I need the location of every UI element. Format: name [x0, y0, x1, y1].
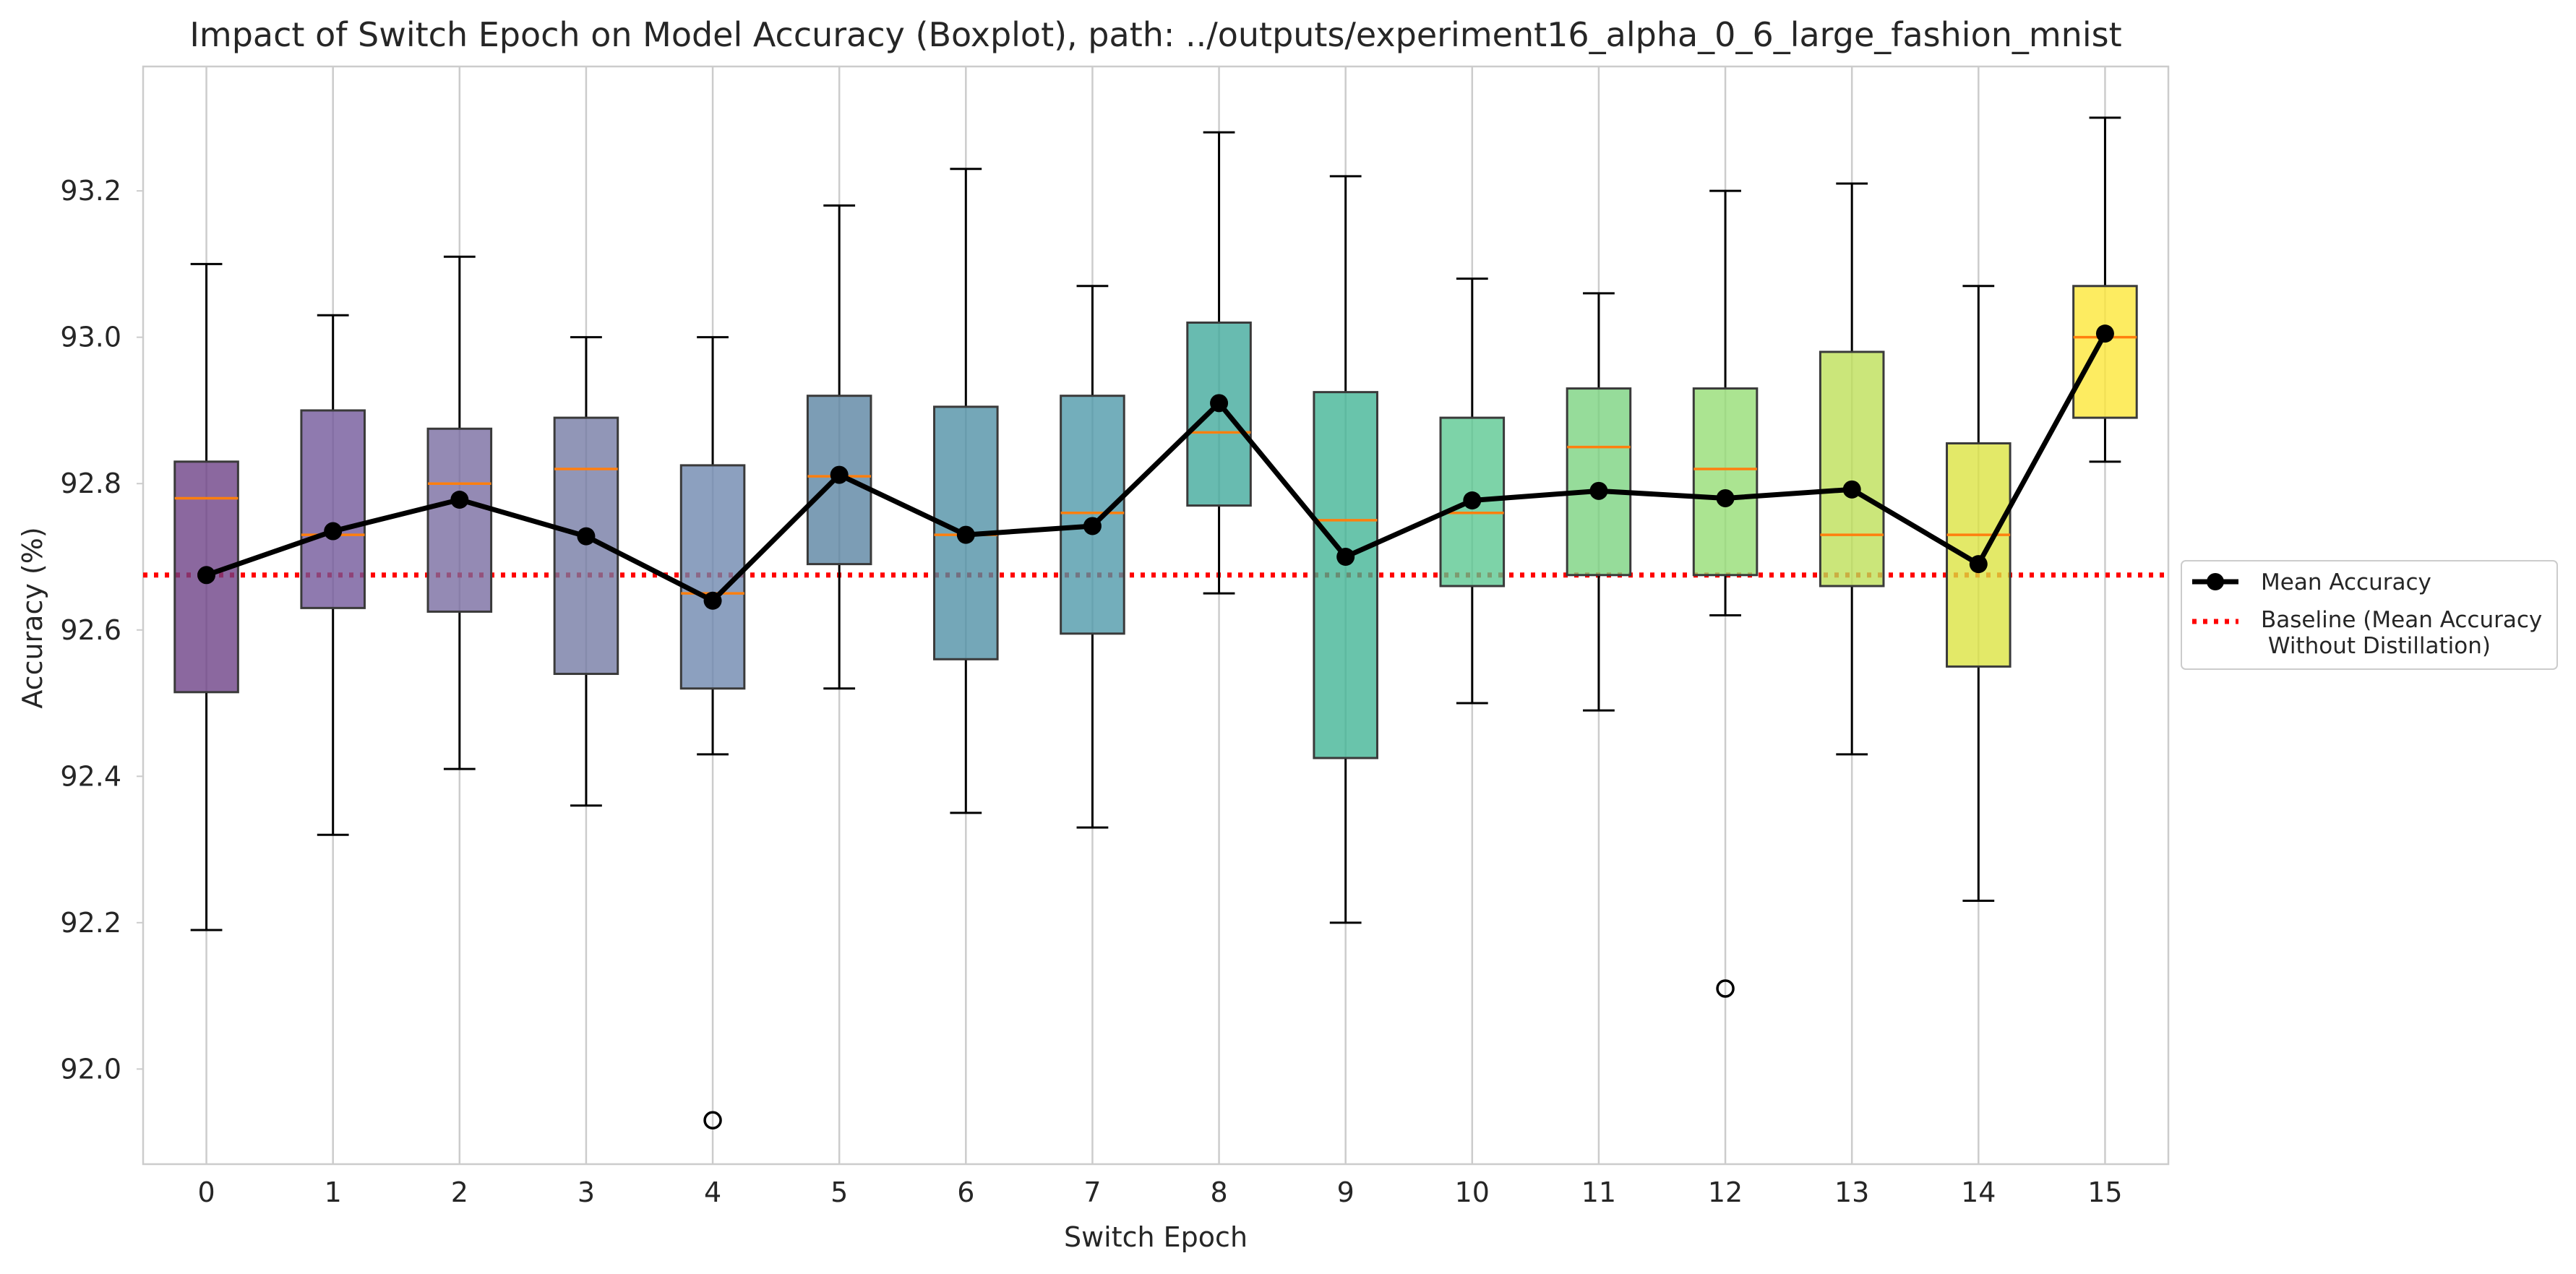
box-group: [1946, 285, 2012, 902]
x-tick-label: 12: [1708, 1176, 1743, 1208]
mean-accuracy-line: [205, 332, 2108, 603]
legend-frame: [2181, 560, 2558, 670]
box-group: [1566, 292, 1632, 712]
y-tick-label: 92.8: [60, 468, 121, 499]
mean-point: [956, 525, 975, 544]
x-tick-label: 2: [451, 1176, 468, 1208]
box: [1819, 350, 1885, 587]
mean-point: [1716, 488, 1735, 507]
box: [1186, 321, 1252, 507]
x-tick-label: 15: [2087, 1176, 2122, 1208]
box-group: [300, 314, 366, 836]
box: [2072, 285, 2138, 419]
tick-labels: 0 1 2 3 4 5 6 7 8 9 10 11 12 13 14 1592.092.292.492.692…: [60, 175, 2122, 1208]
mean-point: [1083, 517, 1102, 535]
box: [1692, 387, 1759, 577]
y-tick-label: 92.0: [60, 1053, 121, 1085]
y-tick-label: 93.0: [60, 322, 121, 353]
y-axis-label: Accuracy (%): [17, 527, 48, 708]
box-group: [1186, 131, 1252, 595]
mean-point: [324, 522, 343, 541]
y-tick-label: 92.4: [60, 760, 121, 792]
box-group: [1313, 175, 1378, 924]
x-tick-label: 0: [197, 1176, 215, 1208]
x-tick-label: 1: [325, 1176, 342, 1208]
x-tick-label: 7: [1083, 1176, 1101, 1208]
x-tick-label: 4: [704, 1176, 721, 1208]
mean-point: [450, 490, 469, 509]
box: [426, 427, 493, 613]
legend: Mean Accuracy Baseline (Mean Accuracy Wi…: [2181, 560, 2558, 670]
mean-point: [1336, 547, 1355, 566]
box: [1060, 395, 1125, 635]
box: [1566, 387, 1632, 577]
legend-label-mean: Mean Accuracy: [2261, 569, 2431, 595]
chart-title: Impact of Switch Epoch on Model Accuracy…: [189, 15, 2121, 54]
mean-point: [1463, 491, 1482, 510]
x-tick-label: 3: [578, 1176, 595, 1208]
box: [1313, 391, 1378, 759]
mean-point: [577, 527, 596, 546]
legend-label-baseline-line1: Baseline (Mean Accuracy: [2261, 607, 2542, 633]
x-tick-label: 14: [1961, 1176, 1996, 1208]
y-tick-label: 93.2: [60, 175, 121, 207]
mean-point: [1969, 555, 1988, 574]
box-group: [1692, 189, 1759, 998]
mean-point: [197, 566, 216, 585]
x-tick-label: 10: [1455, 1176, 1490, 1208]
outlier-point: [703, 1111, 722, 1129]
box: [300, 409, 366, 609]
box-group: [426, 255, 493, 770]
x-axis-label: Switch Epoch: [1064, 1221, 1248, 1253]
x-tick-label: 8: [1210, 1176, 1227, 1208]
legend-label-baseline-line2: Without Distillation): [2261, 633, 2491, 659]
legend-mean-marker: [2207, 573, 2224, 590]
x-tick-label: 6: [957, 1176, 974, 1208]
mean-point: [1210, 394, 1229, 413]
mean-point: [1842, 480, 1861, 499]
plot-area: [142, 65, 2170, 1166]
outlier-point: [1716, 979, 1735, 998]
y-tick-label: 92.2: [60, 907, 121, 939]
x-tick-label: 13: [1834, 1176, 1869, 1208]
box: [1946, 442, 2012, 668]
box-group: [2072, 116, 2138, 463]
mean-point: [1589, 481, 1608, 500]
x-tick-label: 11: [1581, 1176, 1616, 1208]
x-tick-label: 9: [1337, 1176, 1354, 1208]
mean-point: [2095, 324, 2114, 343]
mean-line-layer: [197, 324, 2114, 610]
x-tick-label: 5: [830, 1176, 848, 1208]
box-group: [1819, 182, 1885, 756]
mean-point: [830, 465, 849, 484]
y-tick-label: 92.6: [60, 614, 121, 646]
box-group: [1060, 285, 1125, 829]
mean-point: [703, 591, 722, 610]
